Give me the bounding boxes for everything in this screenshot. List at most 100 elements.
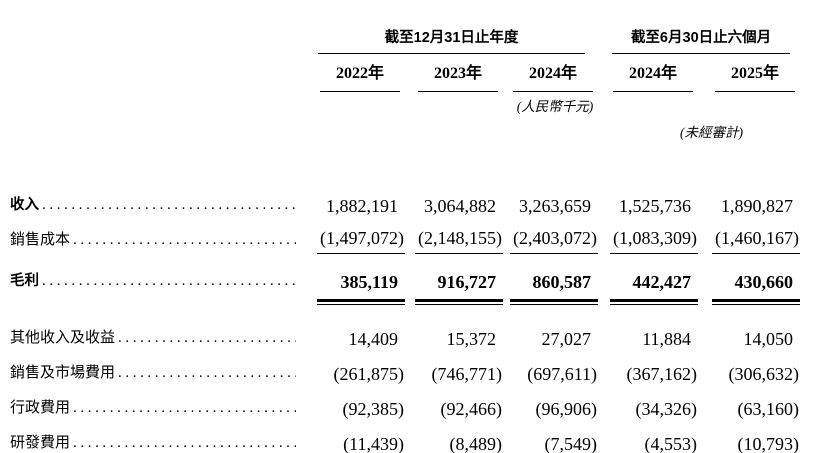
table-cell: (1,497,072) xyxy=(310,223,405,258)
cell-value: 1,890,827 xyxy=(721,195,794,216)
table-cell: (2,148,155) xyxy=(405,223,503,258)
row-label: 銷售及市場費用 xyxy=(10,365,116,381)
table-cell: (367,162) xyxy=(598,356,698,391)
section-annual-cell: 截至12月31日止年度 xyxy=(310,28,598,54)
table-cell: (746,771) xyxy=(405,356,503,391)
cell-value: 3,064,882 xyxy=(424,195,496,216)
table-cell: 3,263,659 xyxy=(503,188,598,223)
row-other-income: 其他收入及收益 14,409 15,372 27,027 11,884 14,0… xyxy=(10,321,800,356)
row-label: 毛利 xyxy=(10,273,39,289)
table-cell: (7,549) xyxy=(503,426,598,453)
cell-value: 14,409 xyxy=(348,328,399,349)
cell-value: 916,727 xyxy=(437,271,497,292)
row-label-cell: 收入 xyxy=(10,188,310,223)
table-cell: 3,064,882 xyxy=(405,188,503,223)
table-cell: (1,083,309) xyxy=(598,223,699,258)
empty-cell xyxy=(10,299,310,307)
spacer xyxy=(10,142,800,188)
section-interim-title: 截至6月30日止六個月 xyxy=(612,28,791,54)
cell-value: (96,906) xyxy=(535,398,598,419)
gross-profit-double-rule-row xyxy=(10,299,801,307)
dot-leader xyxy=(73,399,296,418)
year-label: 2025年 xyxy=(715,54,796,92)
table-cell: (11,439) xyxy=(310,426,405,453)
row-label: 銷售成本 xyxy=(10,232,71,248)
cell-value: (92,466) xyxy=(440,398,503,419)
row-label: 行政費用 xyxy=(10,400,71,416)
spacer xyxy=(10,307,800,321)
table-cell: (8,489) xyxy=(405,426,503,453)
table-cell: (2,403,072) xyxy=(503,223,599,258)
row-label-cell: 銷售成本 xyxy=(10,223,310,258)
table-cell: (1,460,167) xyxy=(698,223,801,258)
double-rule xyxy=(310,299,405,307)
year-label: 2024年 xyxy=(613,54,694,92)
empty-cell xyxy=(10,92,310,116)
cell-value: (367,162) xyxy=(626,363,698,384)
year-2024-interim-cell: 2024年 xyxy=(598,54,698,92)
cell-value: 860,587 xyxy=(532,271,592,292)
currency-note: (人民幣千元) xyxy=(516,99,594,114)
double-rule xyxy=(598,299,699,307)
dot-leader xyxy=(118,364,296,383)
table-cell: (4,553) xyxy=(598,426,698,453)
cell-value: 3,263,659 xyxy=(519,195,592,216)
cell-value: (11,439) xyxy=(343,433,404,453)
table-cell: 27,027 xyxy=(503,321,598,356)
cell-value: (746,771) xyxy=(431,363,503,384)
table-cell: 1,890,827 xyxy=(698,188,800,223)
table-cell: 442,427 xyxy=(598,264,698,299)
cell-value: 11,884 xyxy=(642,328,692,349)
table-cell: 11,884 xyxy=(598,321,698,356)
unaudited-note: (未經審計) xyxy=(680,125,744,140)
dot-leader xyxy=(73,434,296,453)
currency-note-row: (人民幣千元) xyxy=(10,92,800,116)
year-2024-cell: 2024年 xyxy=(503,54,598,92)
table-cell: 14,409 xyxy=(310,321,405,356)
row-revenue: 收入 1,882,191 3,064,882 3,263,659 1,525,7… xyxy=(10,188,800,223)
year-2023-cell: 2023年 xyxy=(405,54,503,92)
row-gross-profit: 毛利 385,119 916,727 860,587 442,427 430,6… xyxy=(10,264,800,299)
year-2022-cell: 2022年 xyxy=(310,54,405,92)
row-label-cell: 毛利 xyxy=(10,264,310,299)
table-cell: (697,611) xyxy=(503,356,598,391)
table-cell: (96,906) xyxy=(503,391,598,426)
table-cell: (92,466) xyxy=(405,391,503,426)
cell-value: 1,882,191 xyxy=(326,195,398,216)
table-cell: 860,587 xyxy=(503,264,598,299)
table-cell: (306,632) xyxy=(698,356,800,391)
year-label: 2022年 xyxy=(320,54,400,92)
cell-value: 27,027 xyxy=(541,328,592,349)
cell-value: 14,050 xyxy=(743,328,794,349)
cell-value: (8,489) xyxy=(449,433,503,453)
cell-value: (697,611) xyxy=(527,363,598,384)
cell-value: (4,553) xyxy=(644,433,698,453)
cell-value: (1,460,167) xyxy=(715,228,800,248)
cell-value: 1,525,736 xyxy=(619,195,692,216)
cell-value: (7,549) xyxy=(544,433,598,453)
cell-value: 385,119 xyxy=(340,271,398,292)
table-cell: 1,525,736 xyxy=(598,188,698,223)
cell-value: 442,427 xyxy=(632,271,692,292)
row-label: 收入 xyxy=(10,197,39,213)
cell-value: (10,793) xyxy=(737,433,800,453)
row-selling-marketing-expenses: 銷售及市場費用 (261,875) (746,771) (697,611) (3… xyxy=(10,356,800,391)
table-cell: 385,119 xyxy=(310,264,405,299)
cell-value: (261,875) xyxy=(333,363,405,384)
year-label: 2024年 xyxy=(513,54,594,92)
row-label-cell: 其他收入及收益 xyxy=(10,321,310,356)
cell-value: (92,385) xyxy=(342,398,405,419)
table-cell: 14,050 xyxy=(698,321,800,356)
double-rule xyxy=(698,299,801,307)
row-label-cell: 行政費用 xyxy=(10,391,310,426)
empty-cell xyxy=(10,116,310,142)
cell-value: (2,403,072) xyxy=(513,228,598,248)
row-rd-expenses: 研發費用 (11,439) (8,489) (7,549) (4,553) (1… xyxy=(10,426,800,453)
dot-leader xyxy=(42,272,296,291)
table-cell: (10,793) xyxy=(698,426,800,453)
cell-value: (2,148,155) xyxy=(418,228,502,248)
empty-cell xyxy=(10,28,310,54)
row-cost-of-sales: 銷售成本 (1,497,072) (2,148,155) (2,403,072)… xyxy=(10,223,801,258)
table-cell: (92,385) xyxy=(310,391,405,426)
